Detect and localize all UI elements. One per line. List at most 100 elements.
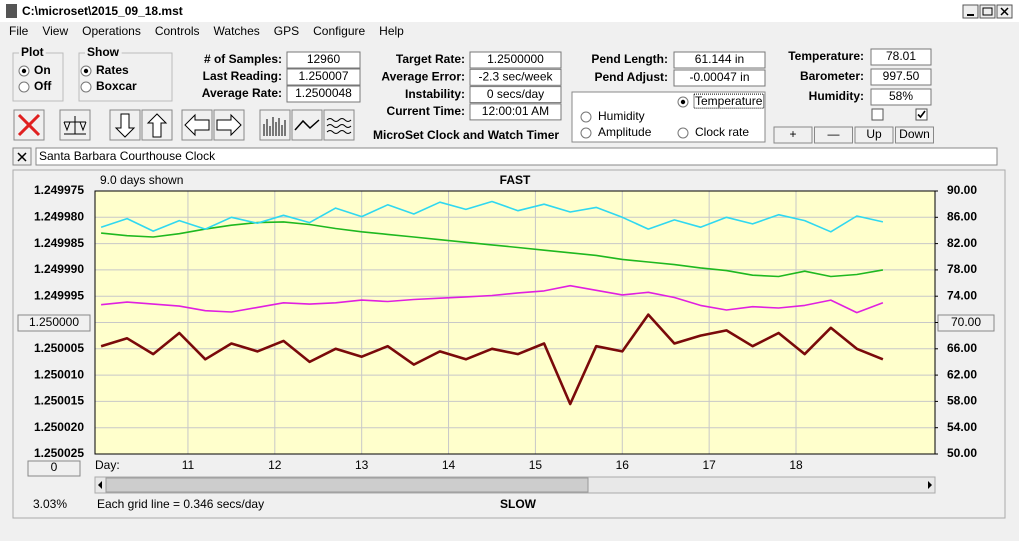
y2-tick-label: 54.00 [947,420,977,434]
field-label: Temperature: [788,49,864,63]
menu-item[interactable]: File [9,24,29,38]
plot-frame [94,190,936,455]
window-title: C:\microset\2015_09_18.mst [22,4,183,18]
bars-icon [263,117,286,136]
y-tick-label: 1.250025 [34,446,84,460]
y-tick-label: 1.249980 [34,209,84,223]
field-value: 78.01 [886,49,916,63]
offset-button[interactable] [27,460,81,477]
field-box [673,69,766,87]
y-tick-label: 1.249985 [34,236,84,250]
series-line [100,313,884,406]
field-label: Barometer: [800,69,864,83]
zoom-label: 3.03% [33,497,67,511]
up-icon [146,113,168,138]
field-label: Current Time: [387,104,465,118]
radio[interactable] [18,81,30,93]
menu-item[interactable]: View [42,24,68,38]
series-radio[interactable] [580,127,592,139]
field-label: Average Rate: [202,86,282,100]
y-tick-label: 1.249990 [34,262,84,276]
button-label: — [828,127,840,141]
radio[interactable] [80,81,92,93]
fast-label: FAST [500,173,531,187]
y2-tick-label: 58.00 [947,394,977,408]
button[interactable] [773,126,813,144]
field-box [469,86,562,104]
maximize-icon [982,7,993,16]
field-value: -2.3 sec/week [478,69,553,83]
close-icon [1000,7,1009,16]
button[interactable] [814,126,853,144]
grid-note: Each grid line = 0.346 secs/day [97,497,264,511]
series-label: Temperature [695,94,763,108]
field-label: Last Reading: [203,69,282,83]
group-box [78,52,173,102]
series-radio[interactable] [677,127,689,139]
line-icon [294,119,320,131]
title-bar [0,0,1019,22]
field-value: -0.00047 in [689,70,749,84]
field-box [286,51,361,69]
menu-item[interactable]: Operations [82,24,141,38]
button[interactable] [854,126,894,144]
scroll-thumb[interactable] [105,477,589,493]
field-value: 61.144 in [695,52,744,66]
left-icon [184,113,210,137]
field-label: Target Rate: [396,52,465,66]
y-tick-label: 1.250020 [34,420,84,434]
clock-name-field[interactable] [35,147,998,166]
field-label: Pend Adjust: [594,70,668,84]
y-tick-label: 1.250005 [34,341,84,355]
menu-item[interactable]: Configure [313,24,365,38]
x-tick-label: 11 [182,458,195,472]
field-box [469,68,562,86]
series-label: Amplitude [598,125,652,139]
field-box [870,68,932,86]
field-value: 58% [889,89,913,103]
field-box [286,85,361,103]
x-tick-label: 15 [529,458,543,472]
menu-item[interactable]: Help [379,24,404,38]
y-tick-label: 1.249995 [34,288,84,302]
wave-icon [326,118,352,134]
rate-button-label: 1.250000 [29,315,79,329]
menu-item[interactable]: Watches [214,24,260,38]
maximize[interactable] [979,4,996,19]
group-title-bg [19,47,46,59]
series-line [101,284,884,314]
radio-label: Rates [96,63,129,77]
field-box [870,48,932,66]
app-title: MicroSet Clock and Watch Timer [373,128,559,142]
x-tick-label: 18 [789,458,803,472]
y-tick-label: 1.250015 [34,394,84,408]
menu-item[interactable]: GPS [274,24,299,38]
minimize[interactable] [962,4,979,19]
series-line [100,200,884,233]
series-label: Humidity [598,109,645,123]
x-tick-label: 13 [355,458,369,472]
series-selector [571,91,766,143]
radio-dot [83,68,89,74]
field-label: Instability: [405,87,465,101]
button[interactable] [895,126,934,144]
y-tick-label: 1.250010 [34,367,84,381]
field-value: 12:00:01 AM [482,104,549,118]
field-value: 997.50 [883,69,920,83]
field-value: 12960 [307,52,341,66]
series-radio[interactable] [580,111,592,123]
group-title: Plot [21,45,44,59]
y2-tick-label: 74.00 [947,288,977,302]
y2-tick-label: 50.00 [947,446,977,460]
stop-icon [17,113,41,137]
field-box [673,51,766,69]
menu-item[interactable]: Controls [155,24,200,38]
field-value: 1.2500000 [487,52,544,66]
group-title-bg [85,47,122,59]
balance-icon [63,116,87,135]
rate-button[interactable] [17,314,91,332]
checkbox[interactable] [871,108,884,121]
y2-tick-label: 90.00 [947,183,977,197]
app-icon [6,4,17,18]
